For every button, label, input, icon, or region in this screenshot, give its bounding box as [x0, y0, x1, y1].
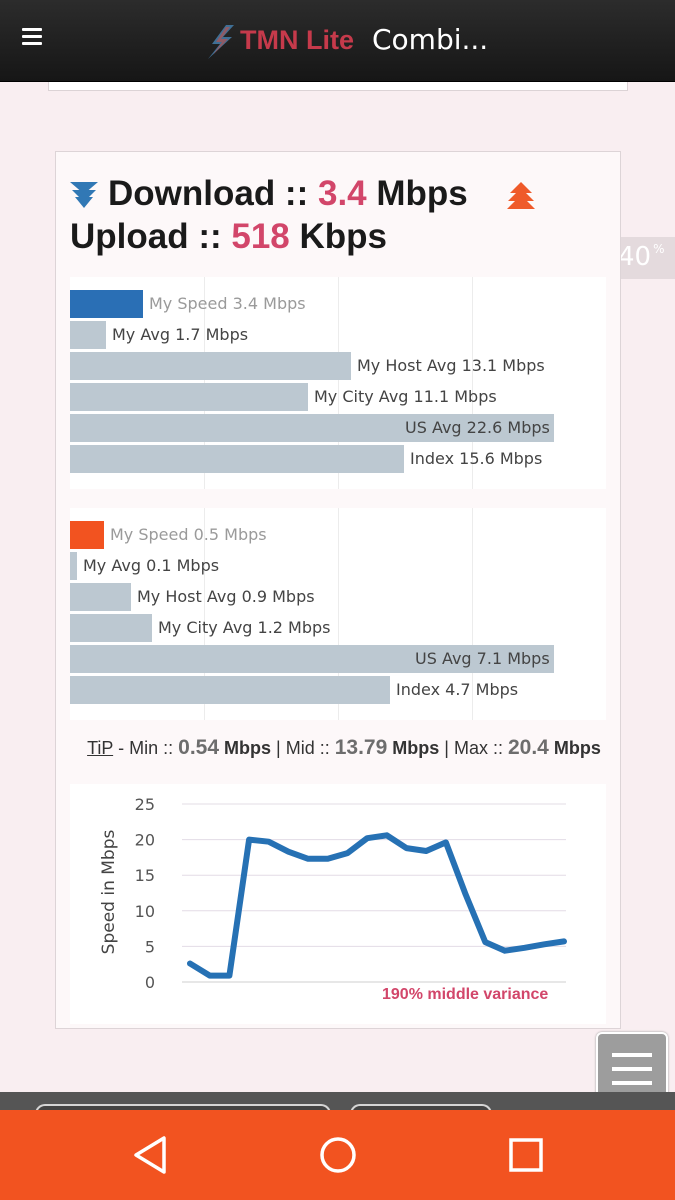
min-value: 0.54: [178, 736, 220, 759]
download-arrow-icon: [70, 182, 98, 208]
bottom-tab-strip: [0, 1092, 675, 1114]
upload-summary: Upload :: 518 Kbps: [70, 217, 387, 257]
comparison-bar-label: US Avg 22.6 Mbps: [405, 418, 550, 437]
upload-arrow-icon: [507, 182, 535, 209]
comparison-bar-label: Index 15.6 Mbps: [410, 449, 543, 468]
fab-line-icon: [612, 1081, 652, 1085]
comparison-bar: [70, 352, 351, 380]
comparison-bar: [70, 583, 131, 611]
comparison-bar: [70, 614, 152, 642]
system-nav-bar: [0, 1110, 675, 1200]
comparison-bar-label: US Avg 7.1 Mbps: [415, 649, 550, 668]
grid-line: [472, 277, 473, 489]
comparison-bar-label: My City Avg 1.2 Mbps: [158, 618, 331, 637]
download-value: 3.4: [317, 174, 367, 213]
download-unit: Mbps: [376, 174, 468, 213]
grid-line: [472, 508, 473, 720]
results-card: Download :: 3.4 Mbps Upload :: 518 Kbps …: [55, 151, 621, 1029]
app-bar: TMN Lite Combi...: [0, 0, 675, 82]
comparison-bar: [70, 414, 554, 442]
variance-annotation: 190% middle variance: [382, 986, 549, 1003]
comparison-bar-label: My Avg 1.7 Mbps: [112, 325, 249, 344]
speed-chart-svg: Speed in Mbps 0 5 10 15 20 25: [99, 795, 567, 992]
zoom-value: 40: [618, 242, 652, 272]
grid-line: [204, 508, 205, 720]
comparison-bar-label: My City Avg 11.1 Mbps: [314, 387, 497, 406]
y-tick-label: 25: [135, 795, 155, 814]
comparison-bar: [70, 552, 77, 580]
comparison-bar: [70, 383, 308, 411]
upload-value: 518: [231, 217, 290, 256]
y-axis-label: Speed in Mbps: [99, 830, 119, 955]
mid-value: 13.79: [334, 736, 388, 759]
y-tick-label: 10: [135, 902, 155, 921]
y-tick-label: 0: [145, 973, 155, 992]
comparison-bar: [70, 645, 554, 673]
zoom-unit: %: [653, 242, 665, 256]
comparison-bar-label: My Avg 0.1 Mbps: [83, 556, 220, 575]
comparison-bar: [70, 676, 390, 704]
min-unit: Mbps: [224, 738, 272, 758]
upload-label: Upload ::: [70, 217, 222, 256]
comparison-bar: [70, 521, 104, 549]
fab-line-icon: [612, 1067, 652, 1071]
speed-series-line: [187, 832, 567, 979]
speed-line-chart: Speed in Mbps 0 5 10 15 20 25 190% middle var…: [70, 784, 606, 1024]
comparison-bar-label: My Host Avg 0.9 Mbps: [137, 587, 315, 606]
tip-summary: TiP - Min :: 0.54 Mbps | Mid :: 13.79 Mb…: [84, 736, 604, 760]
comparison-bar: [70, 290, 143, 318]
y-tick-label: 5: [145, 937, 155, 956]
upload-comparison-chart: My Speed 0.5 Mbps My Avg 0.1 Mbps My Host …: [70, 508, 606, 720]
y-tick-label: 20: [135, 831, 155, 850]
comparison-bar: [70, 445, 404, 473]
max-value: 20.4: [507, 736, 549, 759]
download-summary: Download :: 3.4 Mbps: [70, 174, 468, 214]
comparison-bar-label: My Speed 3.4 Mbps: [149, 294, 306, 313]
back-icon[interactable]: [130, 1132, 170, 1178]
home-icon[interactable]: [316, 1132, 360, 1178]
grid-line: [338, 508, 339, 720]
upload-unit: Kbps: [299, 217, 388, 256]
comparison-bar: [70, 321, 106, 349]
max-label: | Max ::: [439, 738, 508, 758]
y-tick-label: 15: [135, 866, 155, 885]
comparison-bar-label: My Speed 0.5 Mbps: [110, 525, 267, 544]
min-label: - Min ::: [113, 738, 179, 758]
tip-label[interactable]: TiP: [87, 738, 114, 758]
comparison-bar-label: Index 4.7 Mbps: [396, 680, 519, 699]
download-label: Download ::: [108, 174, 309, 213]
brand-name: TMN Lite: [240, 25, 354, 55]
download-comparison-chart: My Speed 3.4 Mbps My Avg 1.7 Mbps My Host …: [70, 277, 606, 489]
recents-icon[interactable]: [506, 1132, 546, 1178]
grid-line: [338, 277, 339, 489]
zoom-indicator[interactable]: 40%: [600, 237, 675, 279]
max-unit: Mbps: [553, 738, 601, 758]
fab-line-icon: [612, 1053, 652, 1057]
lightning-logo-icon: [208, 25, 234, 59]
top-strip: [48, 82, 628, 91]
bottom-tab[interactable]: [350, 1104, 492, 1114]
bottom-tab[interactable]: [35, 1104, 331, 1114]
brand-subtitle: Combi...: [372, 23, 489, 56]
mid-label: | Mid ::: [271, 738, 335, 758]
mid-unit: Mbps: [392, 738, 440, 758]
menu-icon[interactable]: [22, 28, 42, 46]
comparison-bar-label: My Host Avg 13.1 Mbps: [357, 356, 545, 375]
